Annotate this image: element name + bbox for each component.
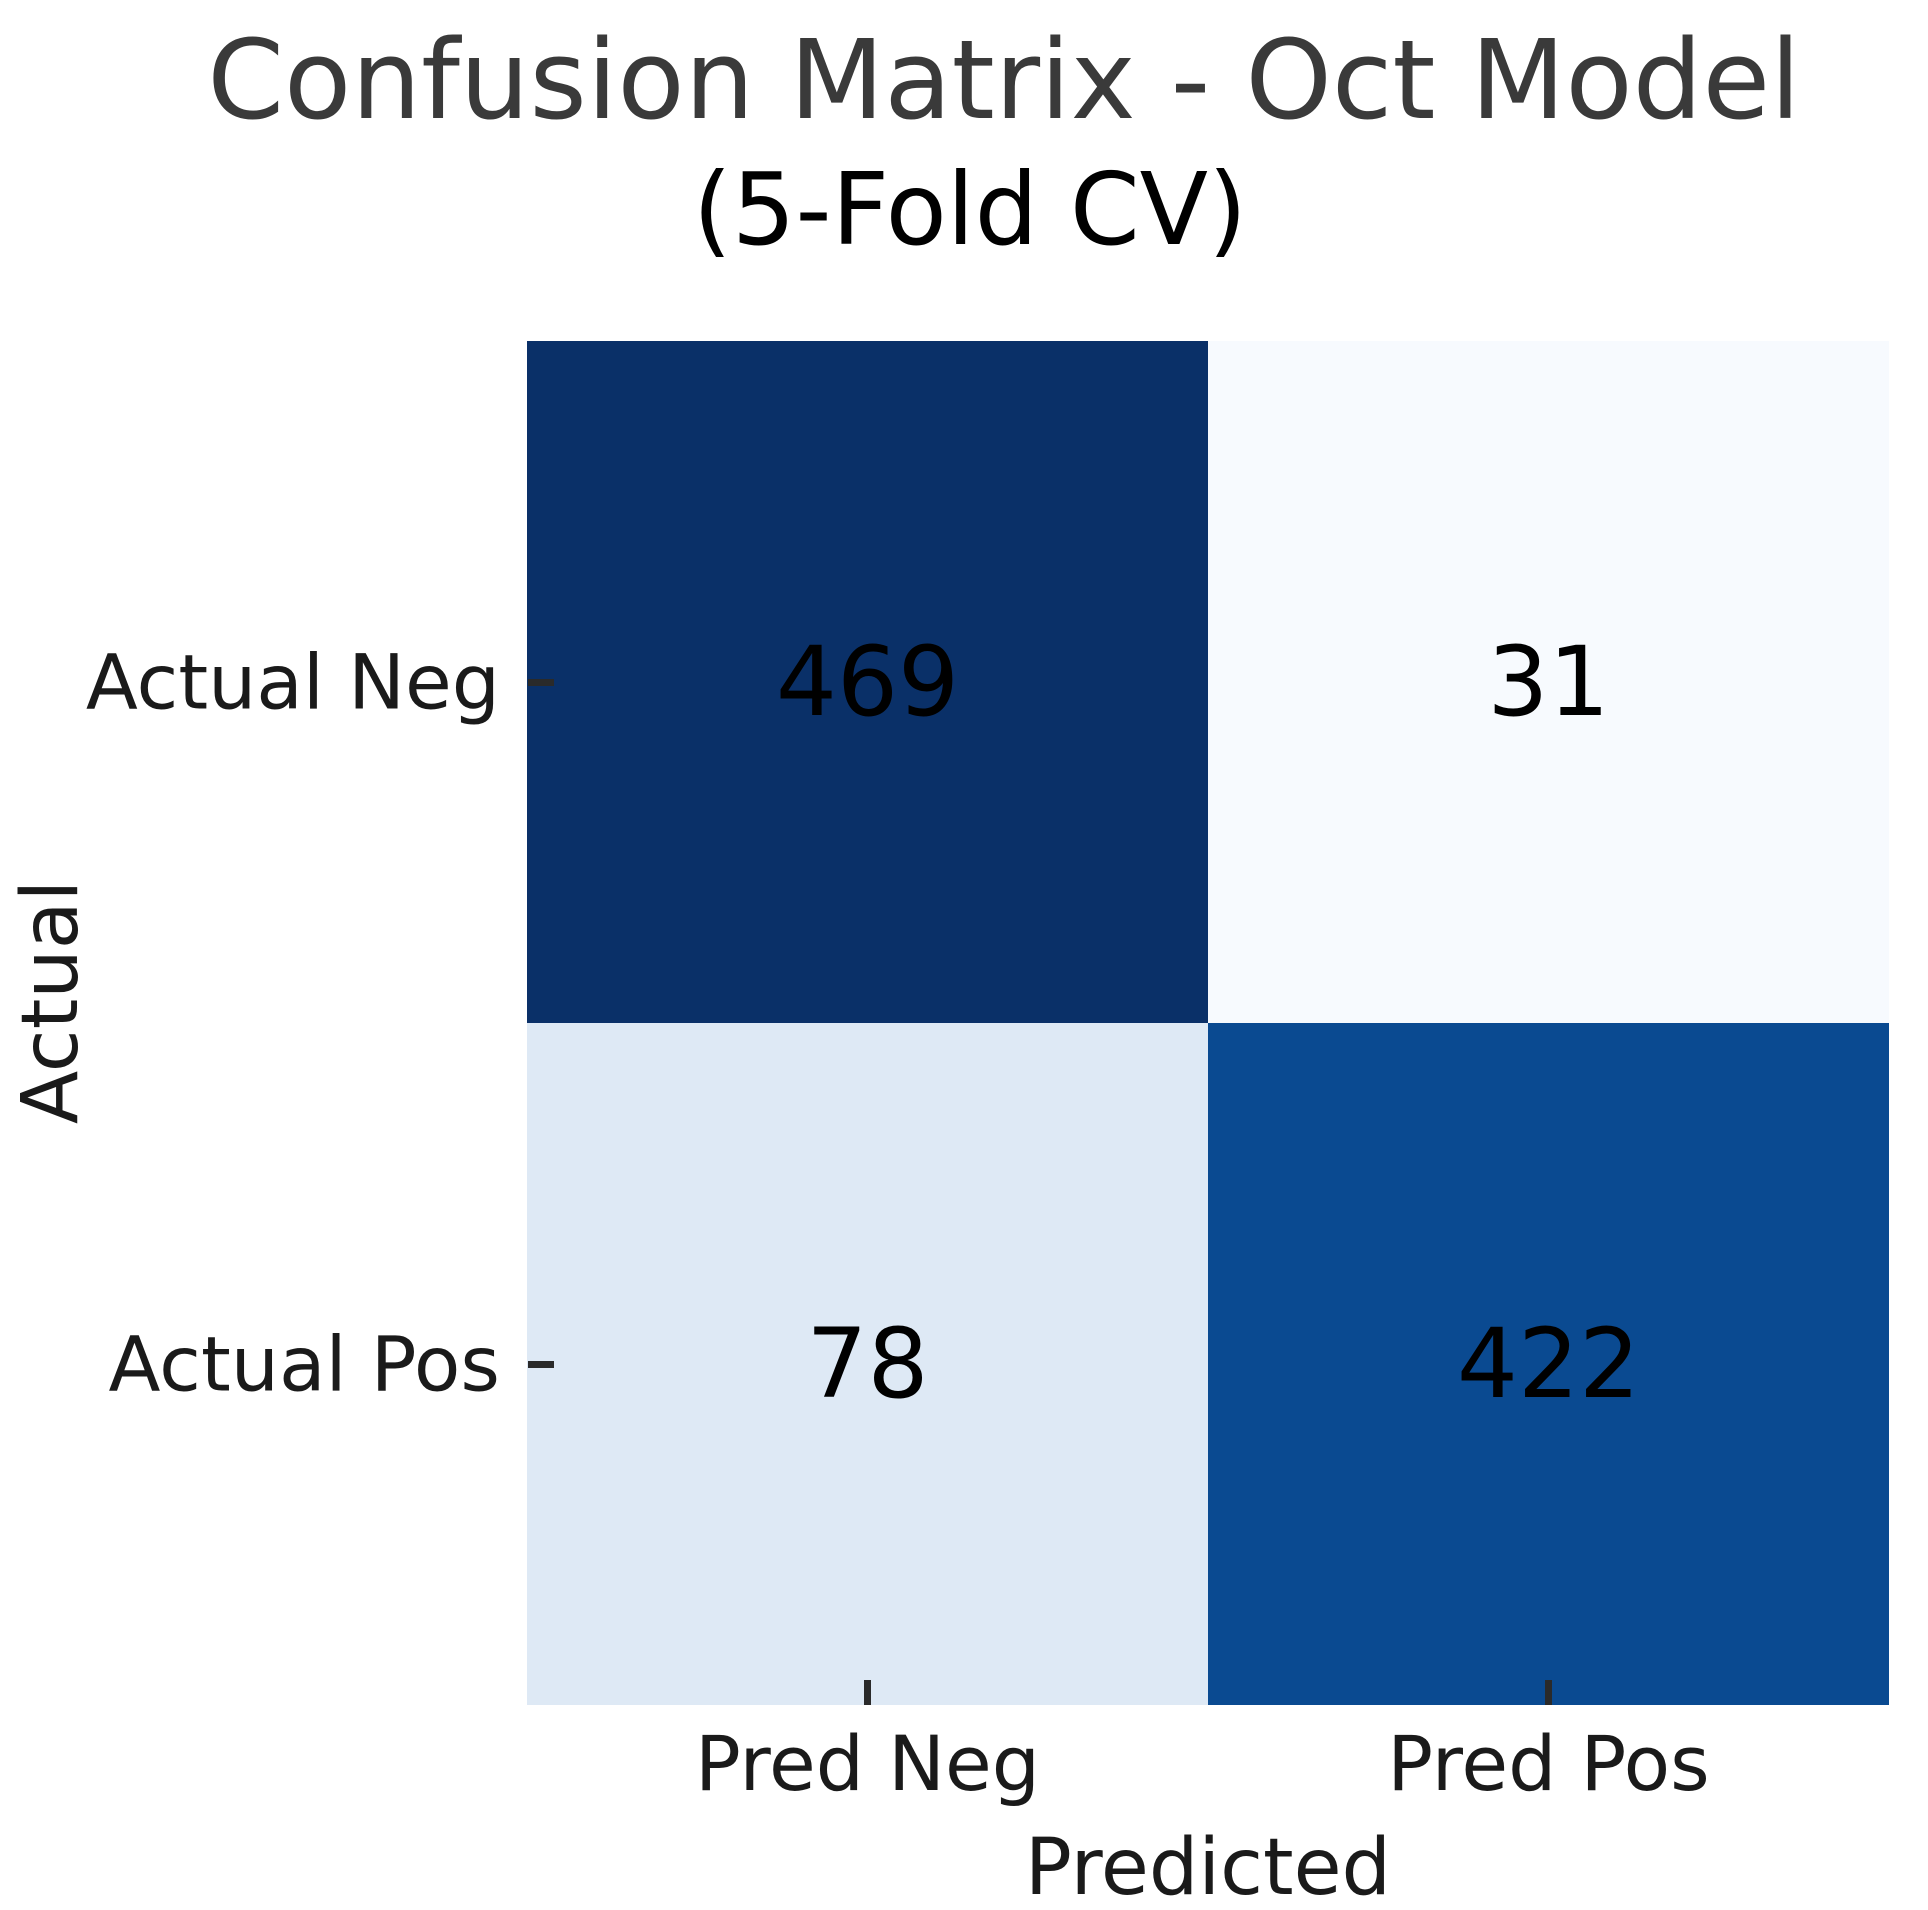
y-tick-label-actual-neg: Actual Neg [85,637,500,727]
chart-subtitle: (5-Fold CV) [692,151,1248,268]
chart-title: Confusion Matrix - Oct Model [207,16,1801,144]
y-axis-label: Actual [6,879,97,1125]
x-tick-label-pred-pos: Pred Pos [1387,1719,1710,1808]
y-tick-label-actual-pos: Actual Pos [108,1319,500,1409]
cell-actual-pos-pred-pos: 422 [1208,1023,1889,1705]
x-axis-label: Predicted [1024,1823,1392,1910]
x-tick-mark-pred-pos [1545,1680,1552,1705]
x-tick-mark-pred-neg [864,1680,871,1705]
heatmap-grid: 469 31 78 422 [527,341,1889,1705]
cell-actual-pos-pred-neg: 78 [527,1023,1208,1705]
y-tick-mark-actual-neg [528,679,554,686]
y-tick-mark-actual-pos [528,1361,554,1368]
x-tick-label-pred-neg: Pred Neg [694,1719,1041,1808]
cell-actual-neg-pred-pos: 31 [1208,341,1889,1023]
cell-actual-neg-pred-neg: 469 [527,341,1208,1023]
